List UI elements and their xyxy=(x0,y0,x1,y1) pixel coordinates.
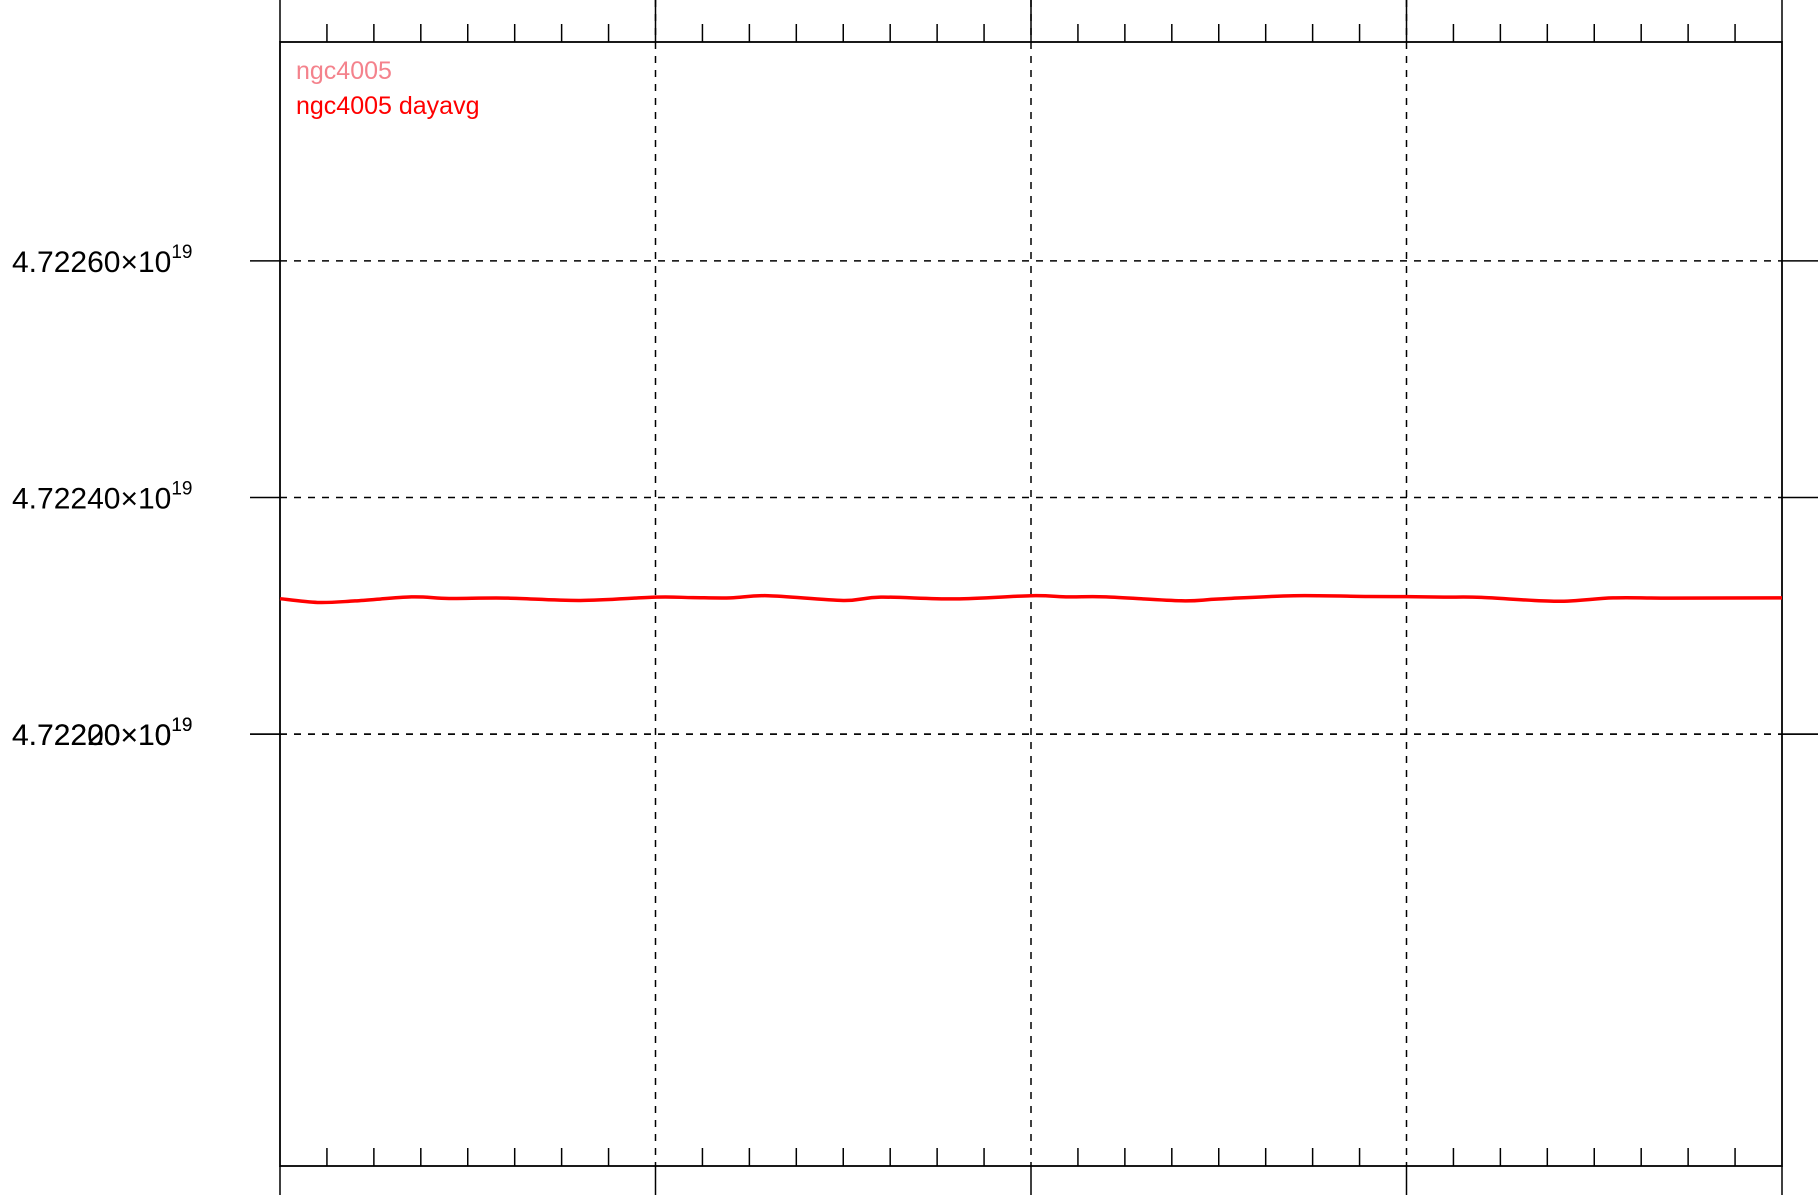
y-tick-label: 4.72240×1019 xyxy=(12,479,193,516)
y-tick-times: × xyxy=(120,719,138,752)
y-tick-label: 4.72260×1019 xyxy=(12,242,193,279)
y-tick-base: 10 xyxy=(138,719,171,752)
plot-frame xyxy=(279,41,1783,1167)
y-tick-exponent: 19 xyxy=(171,242,192,263)
y-tick-exponent: 19 xyxy=(171,715,192,736)
series-line-ngc4005-dayavg xyxy=(279,593,1783,605)
y-tick-base: 10 xyxy=(138,246,171,279)
y-tick-times: × xyxy=(120,719,138,752)
y-tick-mantissa: 4.72260 xyxy=(12,246,120,279)
legend-entry: ngc4005 dayavg xyxy=(296,92,479,120)
y-tick-base: 10 xyxy=(138,719,171,752)
y-tick-mantissa: 4.72240 xyxy=(12,483,120,516)
y-tick-times: × xyxy=(120,483,138,516)
y-tick-times: × xyxy=(120,246,138,279)
y-tick-label: 4.72220×1019 xyxy=(12,715,193,752)
y-tick-mantissa: 4.72200 xyxy=(12,719,120,752)
y-tick-exponent: 19 xyxy=(171,479,192,500)
y-tick-mantissa: 4.72220 xyxy=(12,719,120,752)
y-tick-base: 10 xyxy=(138,483,171,516)
y-tick-exponent: 19 xyxy=(171,715,192,736)
legend-entry: ngc4005 xyxy=(296,57,392,85)
y-tick-label: 4.72200×1019 xyxy=(12,715,193,752)
